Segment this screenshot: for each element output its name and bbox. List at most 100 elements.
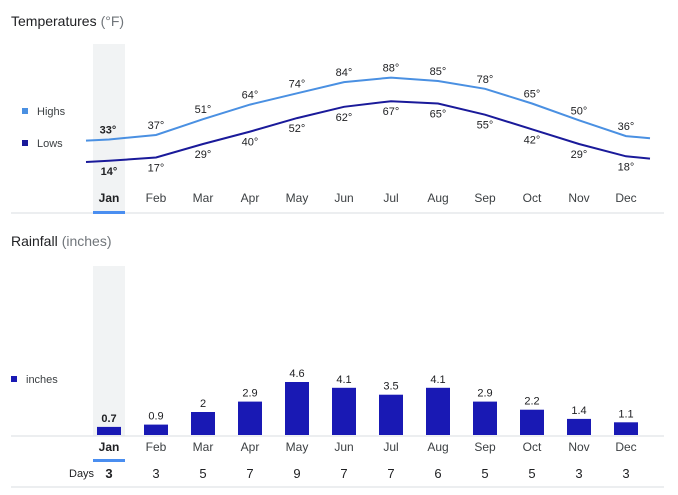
rainfall-value-label-jan: 0.7 [101,413,116,425]
rainfall-bar-sep [473,401,497,435]
lows-value-label-feb: 17° [148,163,165,175]
temperature-month-label-dec: Dec [615,191,636,205]
rainfall-month-label-mar: Mar [193,440,214,454]
temperature-month-label-nov: Nov [568,191,589,205]
highs-series-line [85,76,651,142]
temperature-month-label-feb: Feb [146,191,167,205]
rainfall-value-label-feb: 0.9 [148,411,163,423]
highs-value-label-jan: 33° [100,125,117,137]
legend-inches-label[interactable]: inches [26,374,58,386]
rainfall-value-label-apr: 2.9 [242,388,257,400]
rain-days-value-aug: 6 [434,466,441,481]
rain-days-value-sep: 5 [481,466,488,481]
highs-value-label-may: 74° [289,78,306,90]
legend-lows-label[interactable]: Lows [37,138,63,150]
rainfall-bars [97,382,638,435]
selected-month-highlight-temperature [93,44,125,212]
rainfall-month-label-sep: Sep [474,440,496,454]
legend-highs-swatch [22,108,28,114]
rainfall-month-label-apr: Apr [241,440,260,454]
rainfall-value-label-oct: 2.2 [524,396,539,408]
lows-value-label-jan: 14° [101,166,118,178]
rain-days-value-feb: 3 [152,466,159,481]
highs-value-label-aug: 85° [430,66,447,78]
rainfall-value-labels: 0.7 0.9 2 2.9 4.6 4.1 3.5 4.1 2.9 2.2 1.4 1.1 [101,368,633,425]
highs-value-label-feb: 37° [148,120,165,132]
selected-month-underline-temperature [93,211,125,214]
rainfall-value-label-aug: 4.1 [430,374,445,386]
selected-month-highlight-rainfall [93,266,125,436]
rainfall-value-label-jun: 4.1 [336,374,351,386]
rainfall-value-label-sep: 2.9 [477,388,492,400]
rainfall-month-label-may: May [286,440,309,454]
rainfall-bar-dec [614,422,638,435]
legend-highs-label[interactable]: Highs [37,106,66,118]
rain-days-value-jun: 7 [340,466,347,481]
rainfall-value-label-may: 4.6 [289,368,304,380]
temperature-month-label-sep: Sep [474,191,496,205]
highs-value-label-oct: 65° [524,89,541,101]
highs-value-label-sep: 78° [477,74,494,86]
legend-lows-swatch [22,140,28,146]
lows-value-label-aug: 65° [430,109,447,121]
lows-value-label-nov: 29° [571,149,588,161]
temperature-month-label-oct: Oct [523,191,542,205]
rainfall-bar-aug [426,387,450,435]
rainfall-value-label-dec: 1.1 [618,408,633,420]
rainfall-bar-jul [379,394,403,435]
temperature-month-label-jun: Jun [334,191,353,205]
temperature-chart-title: Temperatures [11,13,97,29]
rainfall-chart-title: Rainfall [11,233,58,249]
rainfall-month-label-oct: Oct [523,440,542,454]
temperature-month-axis: Jan Feb Mar Apr May Jun Jul Aug Sep Oct Nov Dec [99,191,637,205]
rainfall-month-axis: Jan Feb Mar Apr May Jun Jul Aug Sep Oct Nov Dec [99,440,637,454]
rainfall-month-label-jul: Jul [383,440,398,454]
rain-days-value-mar: 5 [199,466,206,481]
highs-value-label-jul: 88° [383,63,400,75]
temperature-month-label-jul: Jul [383,191,398,205]
rainfall-bar-jan [97,426,121,435]
temperature-lines [85,76,651,163]
selected-month-underline-rainfall [93,459,125,462]
rainfall-month-label-nov: Nov [568,440,589,454]
rain-days-value-apr: 7 [246,466,253,481]
lows-value-label-jul: 67° [383,106,400,118]
temperature-month-label-aug: Aug [427,191,448,205]
highs-value-label-mar: 51° [195,104,212,116]
rain-days-values: 3 3 5 7 9 7 7 6 5 5 3 3 [105,466,629,481]
temperature-value-labels: 33° 37° 51° 64° 74° 84° 88° 85° 78° 65° 50° 36° 14° 1… [100,63,635,178]
rain-days-value-oct: 5 [528,466,535,481]
rain-days-label: Days [69,468,95,480]
lows-value-label-oct: 42° [524,134,541,146]
rainfall-month-label-dec: Dec [615,440,636,454]
rainfall-month-label-aug: Aug [427,440,448,454]
temperature-chart-unit: (°F) [101,13,124,29]
rainfall-month-label-jan: Jan [99,440,120,454]
rain-days-value-jan: 3 [105,466,112,481]
rainfall-bar-oct [520,409,544,435]
rainfall-value-label-jul: 3.5 [383,381,398,393]
temperature-month-label-may: May [286,191,309,205]
rainfall-chart-unit: (inches) [62,233,112,249]
rainfall-month-label-jun: Jun [334,440,353,454]
rainfall-bar-nov [567,418,591,435]
highs-value-label-nov: 50° [571,105,588,117]
rain-days-value-nov: 3 [575,466,582,481]
lows-value-label-may: 52° [289,123,306,135]
lows-value-label-apr: 40° [242,137,259,149]
rainfall-value-label-nov: 1.4 [571,405,586,417]
rainfall-value-label-mar: 2 [200,398,206,410]
temperature-month-label-apr: Apr [241,191,260,205]
highs-value-label-dec: 36° [618,121,635,133]
rain-days-value-jul: 7 [387,466,394,481]
legend-inches-swatch [11,376,17,382]
lows-value-label-sep: 55° [477,120,494,132]
highs-value-label-apr: 64° [242,90,259,102]
temperature-month-label-mar: Mar [193,191,214,205]
lows-value-label-jun: 62° [336,112,353,124]
temperature-month-label-jan: Jan [99,191,120,205]
rainfall-month-label-feb: Feb [146,440,167,454]
rain-days-value-dec: 3 [622,466,629,481]
